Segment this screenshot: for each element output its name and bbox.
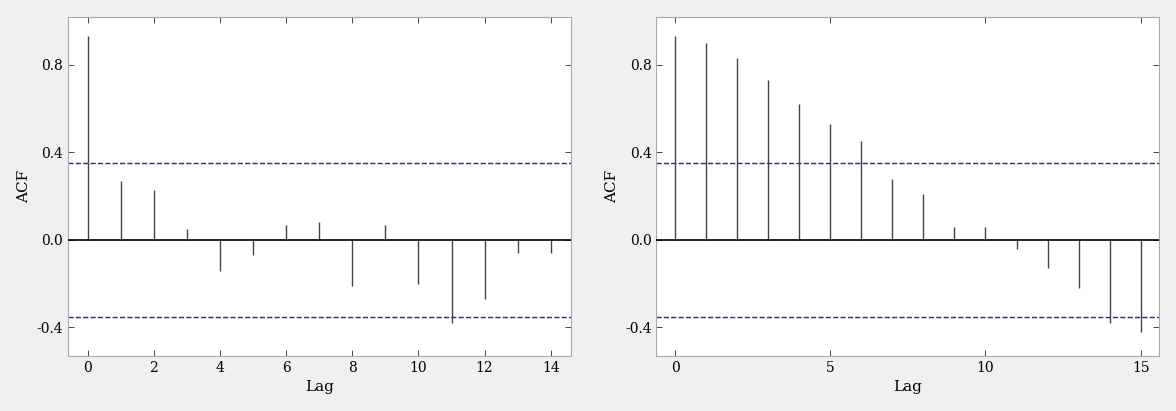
Y-axis label: ACF: ACF <box>606 170 620 203</box>
Y-axis label: ACF: ACF <box>16 170 31 203</box>
X-axis label: Lag: Lag <box>305 380 334 394</box>
X-axis label: Lag: Lag <box>894 380 922 394</box>
